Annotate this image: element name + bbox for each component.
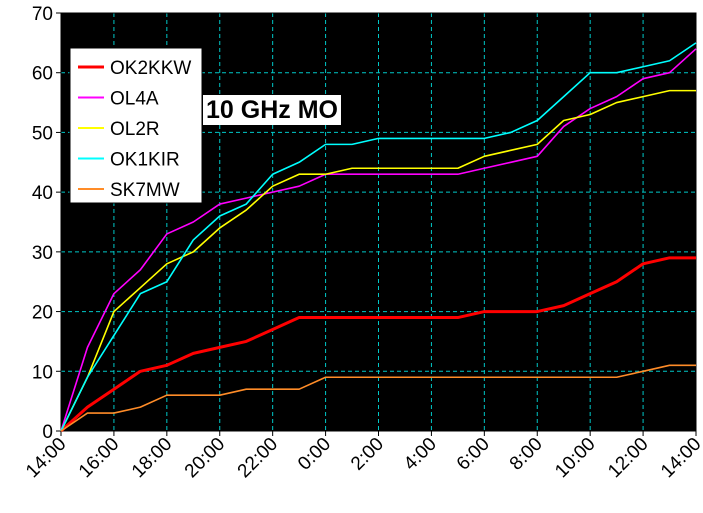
- x-tick-label: 4:00: [400, 434, 441, 475]
- x-tick-label: 12:00: [604, 434, 652, 482]
- x-tick-label: 16:00: [75, 434, 123, 482]
- series-line-ol4a: [60, 48, 697, 432]
- y-tick-label: 30: [32, 243, 53, 264]
- x-tick-label: 10:00: [551, 434, 599, 482]
- series-lines: [59, 42, 697, 433]
- legend: OK2KKW OL4A OL2R OK1KIR SK7MW: [69, 47, 203, 204]
- y-tick-label: 20: [32, 303, 53, 324]
- y-tick-label: 70: [32, 4, 53, 25]
- legend-label: SK7MW: [110, 180, 180, 201]
- y-tick-label: 40: [32, 183, 53, 204]
- y-tick-label: 0: [42, 422, 53, 443]
- x-tick-label: 20:00: [181, 434, 229, 482]
- x-tick-label: 6:00: [453, 434, 494, 475]
- x-tick-label: 14:00: [657, 434, 703, 482]
- x-tick-label: 8:00: [506, 434, 547, 475]
- legend-label: OL2R: [110, 119, 160, 140]
- series-line-ok1kir: [60, 42, 697, 432]
- y-tick-label: 50: [32, 123, 53, 144]
- x-tick-label: 2:00: [347, 434, 388, 475]
- x-tick-label: 18:00: [128, 434, 176, 482]
- series-line-ol2r: [60, 89, 696, 432]
- legend-box: [69, 47, 203, 204]
- y-tick-label: 10: [32, 362, 53, 383]
- x-tick-label: 22:00: [234, 434, 282, 482]
- legend-label: OL4A: [110, 89, 159, 110]
- series-line-sk7mw: [60, 364, 696, 432]
- x-tick-label: 0:00: [294, 434, 335, 475]
- chart-title: 10 GHz MO: [206, 96, 338, 124]
- y-tick-label: 60: [32, 64, 53, 85]
- legend-label: OK2KKW: [110, 58, 191, 79]
- chart-title-background: [203, 95, 341, 125]
- legend-label: OK1KIR: [110, 150, 180, 171]
- series-line-ok2kkw: [59, 256, 696, 433]
